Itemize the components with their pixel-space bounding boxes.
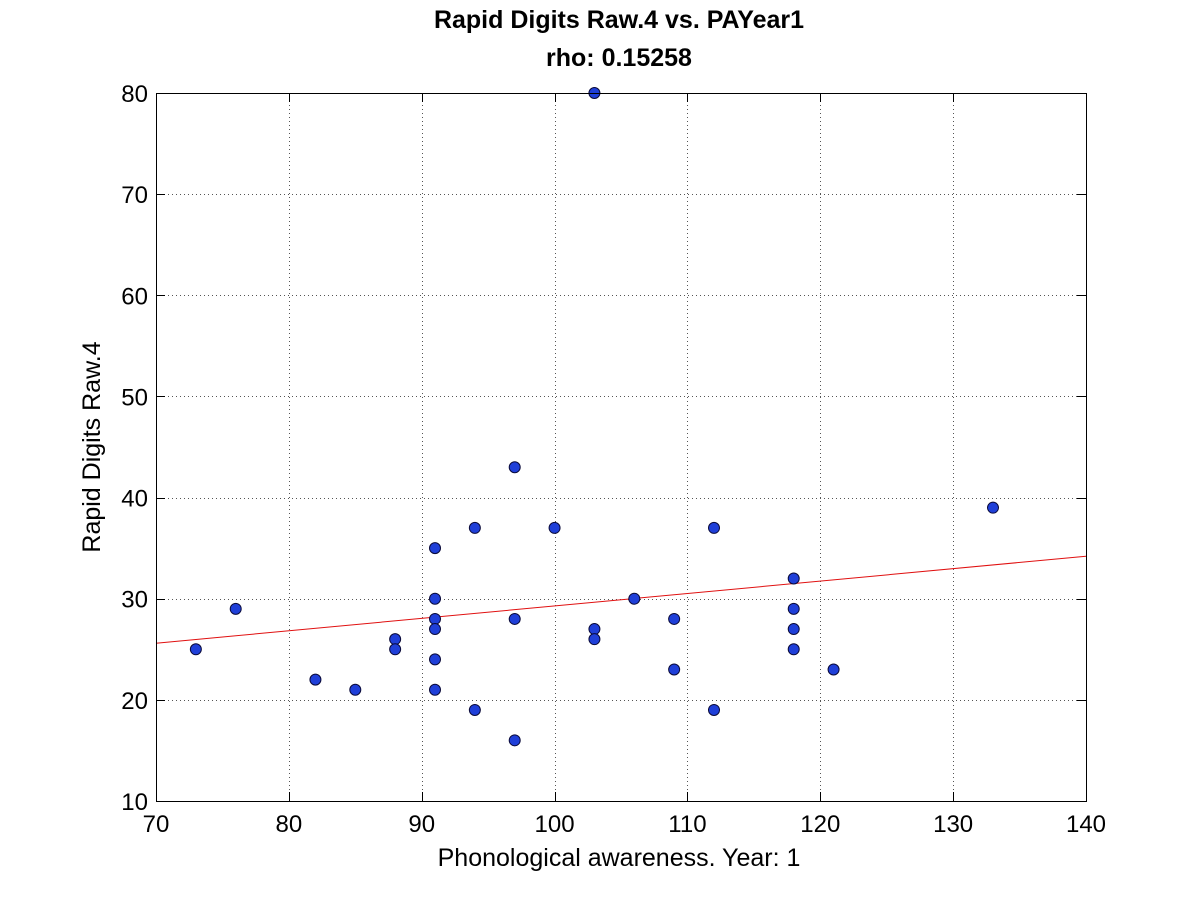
data-point [508,734,521,747]
data-point [628,592,641,605]
y-tick-label: 40 [121,486,148,513]
x-tick-label: 140 [1066,811,1106,838]
data-point [708,703,720,716]
x-tick-label: 120 [800,811,840,838]
x-tick-label: 80 [276,811,303,838]
fit-line-layer [155,555,1087,644]
chart-title: Rapid Digits Raw.4 vs. PAYear1 [434,6,804,34]
data-point [229,602,242,615]
x-axis-label: Phonological awareness. Year: 1 [438,844,801,872]
x-tick-label: 110 [668,811,706,838]
data-point [468,521,481,534]
data-point [468,703,481,716]
data-point [668,612,681,625]
y-tick-label: 20 [121,688,148,715]
data-point [987,501,999,514]
y-tick-label: 60 [121,283,148,310]
x-tick-label: 130 [933,811,973,838]
data-point [548,521,561,534]
data-point [389,643,402,656]
data-point [189,643,202,656]
data-point [668,663,681,676]
data-point [588,633,601,646]
x-tick-label: 100 [535,811,575,838]
x-tick-label: 90 [408,811,435,838]
y-tick-label: 30 [121,587,148,614]
y-axis-label: Rapid Digits Raw.4 [78,341,106,552]
y-tick-label: 50 [121,384,148,411]
data-point [827,663,840,676]
axes-frame [156,93,1087,802]
data-point [429,612,441,625]
data-point [787,623,800,636]
data-point [389,633,402,646]
y-tick-label: 80 [121,81,148,108]
data-point [508,461,521,474]
data-point [349,683,362,696]
data-point [429,592,441,605]
plot-area [156,93,1086,801]
data-point [429,683,441,696]
x-tick-label: 70 [143,811,170,838]
y-tick-label: 10 [121,789,148,816]
regression-line [155,555,1087,644]
axis-ticks: 70 80 90 100 110 120 130 140 10 20 30 40 50 60 70 80 [121,81,1106,838]
data-point [508,612,521,625]
data-point [309,673,322,686]
y-tick-label: 70 [121,182,148,209]
data-point [787,572,800,585]
data-point [429,542,441,555]
data-point [708,521,720,534]
data-point [429,653,441,666]
data-point [588,623,601,636]
data-point [787,643,800,656]
data-point [787,602,800,615]
data-point [429,623,441,636]
chart-subtitle: rho: 0.15258 [546,44,692,72]
